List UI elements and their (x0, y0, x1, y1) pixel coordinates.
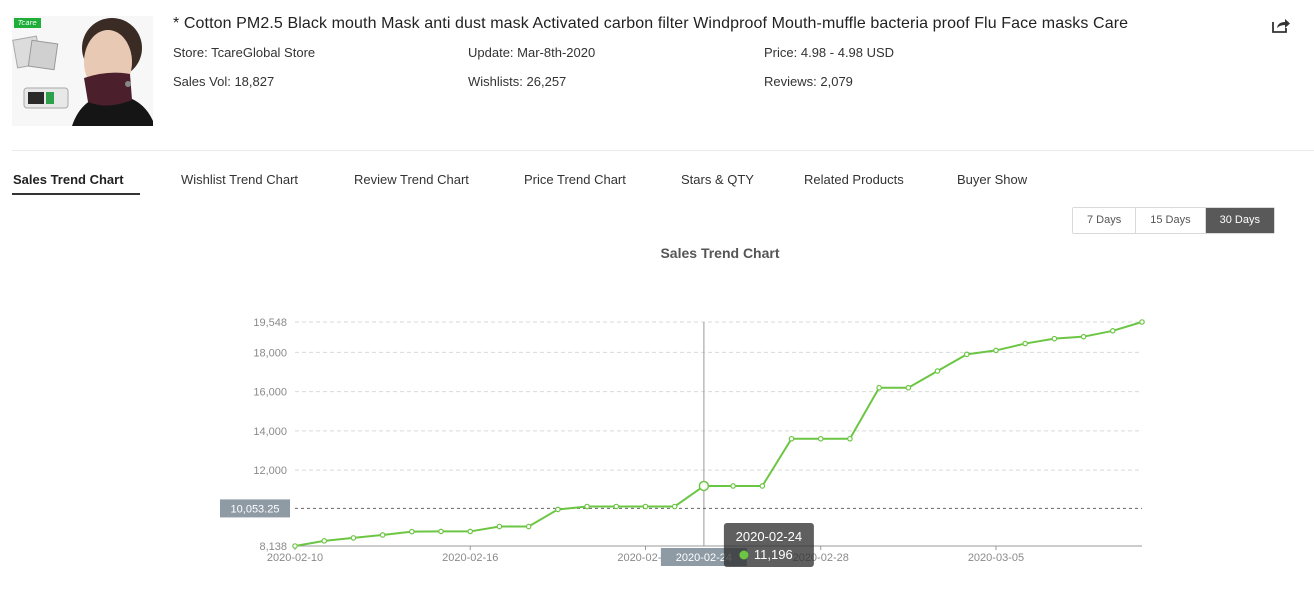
chart-title: Sales Trend Chart (660, 245, 780, 261)
data-point[interactable] (905, 384, 912, 391)
data-point[interactable] (1051, 335, 1058, 342)
tab-buyer-show[interactable]: Buyer Show (957, 172, 1028, 187)
data-point[interactable] (963, 351, 970, 358)
tooltip-date: 2020-02-24 (736, 529, 803, 544)
sales-label: Sales Vol: (173, 74, 231, 89)
wishlists-label: Wishlists: (468, 74, 523, 89)
data-point[interactable] (496, 523, 503, 530)
sales-value: 18,827 (234, 74, 275, 89)
data-point[interactable] (613, 503, 620, 510)
reviews-value: 2,079 (820, 74, 853, 89)
data-point[interactable] (759, 483, 766, 489)
y-tick-label: 18,000 (253, 347, 287, 359)
range-15-days-button[interactable]: 15 Days (1135, 208, 1205, 233)
header-divider (12, 150, 1314, 151)
data-point[interactable] (934, 368, 941, 374)
tab-price-trend-chart[interactable]: Price Trend Chart (524, 172, 626, 187)
data-point[interactable] (847, 435, 853, 442)
x-tick-label: 2020-02-10 (267, 552, 323, 564)
product-title[interactable]: * Cotton PM2.5 Black mouth Mask anti dus… (173, 15, 1129, 32)
data-point[interactable] (350, 535, 357, 541)
tab-stars-qty[interactable]: Stars & QTY (681, 172, 754, 187)
x-tick-label: 2020-02-16 (442, 552, 498, 564)
data-point[interactable] (379, 532, 386, 538)
data-point[interactable] (876, 384, 882, 391)
data-point[interactable] (438, 528, 444, 535)
series-line (294, 321, 1143, 547)
y-tick-label: 8,138 (259, 541, 287, 553)
data-point[interactable] (1109, 327, 1116, 334)
y-tick-label: 12,000 (253, 465, 287, 477)
crosshair: 10,053.25 2020-02-24 (220, 322, 1142, 566)
share-icon (1272, 19, 1290, 33)
tab-related-products[interactable]: Related Products (804, 172, 904, 187)
store-value[interactable]: TcareGlobal Store (211, 45, 316, 60)
y-tick-label: 14,000 (253, 426, 287, 438)
y-tick-label: 19,548 (253, 317, 287, 329)
data-point[interactable] (1139, 319, 1145, 325)
store-meta: Store: TcareGlobal Store (173, 45, 315, 60)
reviews-label: Reviews: (764, 74, 817, 89)
time-range-selector: 7 Days 15 Days 30 Days (1072, 207, 1275, 234)
product-thumbnail[interactable]: Tcare (12, 16, 153, 126)
series-points[interactable] (292, 319, 1145, 549)
data-point[interactable] (409, 528, 415, 535)
range-30-days-button[interactable]: 30 Days (1204, 208, 1274, 233)
reviews-meta: Reviews: 2,079 (764, 74, 853, 89)
data-point[interactable] (555, 506, 561, 513)
chart-gridlines (295, 321, 1142, 471)
x-axis-ticks: 2020-02-10 2020-02-16 2020-02-22 2020-02-28… (267, 546, 1024, 564)
tooltip-value: 11,196 (754, 547, 793, 562)
data-point[interactable] (321, 538, 328, 544)
crosshair-x-label: 2020-02-24 (676, 552, 732, 564)
product-image (12, 16, 153, 126)
range-7-days-button[interactable]: 7 Days (1073, 208, 1136, 233)
price-meta: Price: 4.98 - 4.98 USD (764, 45, 894, 60)
filter-pads-image (12, 35, 69, 109)
data-point[interactable] (788, 435, 795, 442)
update-value: Mar-8th-2020 (517, 45, 596, 60)
tab-review-trend-chart[interactable]: Review Trend Chart (354, 172, 469, 187)
crosshair-y-label-box (220, 499, 290, 518)
y-axis-ticks: 8,138 12,000 14,000 16,000 18,000 19,548 (253, 317, 287, 553)
data-point[interactable] (1080, 333, 1087, 340)
crosshair-y-label: 10,053.25 (231, 503, 280, 515)
data-point[interactable] (730, 483, 736, 489)
data-point[interactable] (993, 347, 999, 354)
data-point[interactable] (467, 528, 474, 535)
brand-badge: Tcare (14, 18, 41, 28)
tooltip-series-marker (739, 550, 749, 560)
price-value: 4.98 - 4.98 USD (800, 45, 895, 60)
tab-sales-trend-chart[interactable]: Sales Trend Chart (13, 172, 124, 187)
tab-wishlist-trend-chart[interactable]: Wishlist Trend Chart (181, 172, 299, 187)
active-tab-indicator (12, 193, 140, 195)
y-tick-label: 16,000 (253, 387, 287, 399)
x-tick-label: 2020-03-05 (968, 552, 1024, 564)
data-point[interactable] (642, 503, 649, 510)
sales-meta: Sales Vol: 18,827 (173, 74, 274, 89)
store-label: Store: (173, 45, 208, 60)
wishlists-value: 26,257 (526, 74, 567, 89)
data-point[interactable] (698, 480, 710, 492)
price-label: Price: (764, 45, 798, 60)
model-wearing-mask-image (72, 18, 153, 126)
update-meta: Update: Mar-8th-2020 (468, 45, 595, 60)
data-point[interactable] (525, 523, 532, 530)
data-point[interactable] (1022, 340, 1028, 347)
update-label: Update: (468, 45, 514, 60)
data-point[interactable] (292, 543, 298, 549)
data-point[interactable] (671, 503, 678, 510)
share-button[interactable] (1271, 16, 1291, 34)
wishlists-meta: Wishlists: 26,257 (468, 74, 566, 89)
data-point[interactable] (817, 435, 824, 442)
data-point[interactable] (584, 503, 590, 510)
hover-tooltip: 2020-02-24 11,196 (723, 523, 814, 567)
x-tick-label: 2020-02-22 (617, 552, 673, 564)
